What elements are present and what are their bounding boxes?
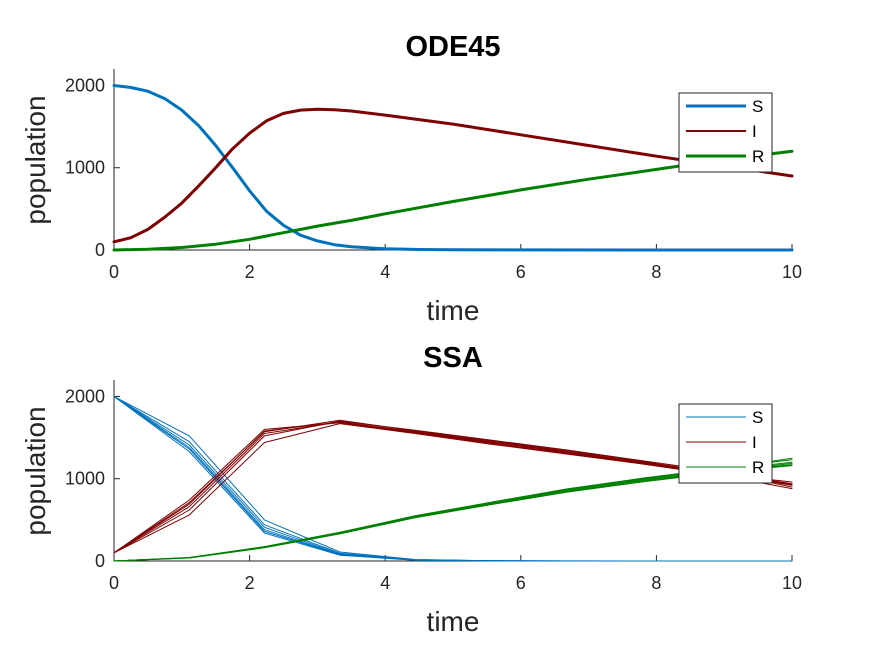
y-tick-label: 0 — [95, 240, 105, 260]
x-tick-label: 0 — [109, 262, 119, 282]
x-tick-label: 4 — [380, 573, 390, 593]
series-line-s-run-6 — [113, 396, 793, 562]
x-tick-label: 8 — [651, 573, 661, 593]
y-tick-label: 2000 — [65, 386, 105, 406]
x-tick-label: 2 — [245, 573, 255, 593]
legend-label-s: S — [752, 408, 763, 427]
x-tick-label: 2 — [245, 262, 255, 282]
x-tick-label: 0 — [109, 573, 119, 593]
y-axis-label: population — [20, 95, 51, 224]
x-tick-label: 4 — [380, 262, 390, 282]
x-tick-label: 8 — [651, 262, 661, 282]
x-tick-label: 6 — [516, 573, 526, 593]
x-axis-label: time — [427, 295, 480, 326]
series-line-r — [112, 149, 794, 252]
plot-area: 0 2 4 6 8 10 0 1000 2000 — [65, 69, 802, 282]
y-axis-label: population — [20, 406, 51, 535]
legend: S I R — [678, 92, 773, 173]
subplot-ode45: ODE45 0 2 4 6 8 10 0 1000 2000 time population S… — [20, 31, 802, 326]
y-tick-label: 1000 — [65, 158, 105, 178]
y-tick-label: 2000 — [65, 75, 105, 95]
y-tick-label: 1000 — [65, 469, 105, 489]
legend-label-i: I — [752, 433, 757, 452]
y-tick-label: 0 — [95, 551, 105, 571]
legend-label-r: R — [752, 458, 764, 477]
x-tick-label: 10 — [782, 573, 802, 593]
legend-label-r: R — [752, 147, 764, 166]
legend-label-i: I — [752, 122, 757, 141]
x-tick-label: 10 — [782, 262, 802, 282]
legend: S I R — [678, 403, 773, 484]
x-axis-label: time — [427, 606, 480, 637]
series-line-i — [112, 107, 794, 244]
chart-title: ODE45 — [405, 31, 500, 63]
chart-title: SSA — [423, 342, 483, 374]
x-tick-label: 6 — [516, 262, 526, 282]
series-line-s — [112, 84, 794, 252]
legend-label-s: S — [752, 97, 763, 116]
subplot-ssa: SSA 0 2 4 6 8 10 0 1000 2000 time population S I… — [20, 342, 802, 637]
